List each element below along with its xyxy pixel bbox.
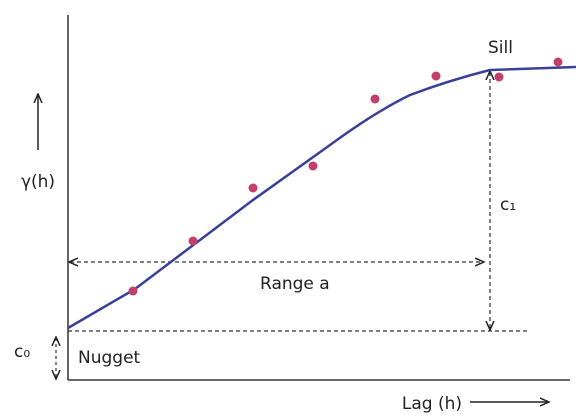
point xyxy=(188,236,198,246)
point xyxy=(370,94,380,104)
point xyxy=(248,183,258,193)
range-label: Range a xyxy=(260,274,330,294)
c1-label: c₁ xyxy=(500,195,516,215)
point xyxy=(128,286,138,296)
point xyxy=(308,161,318,171)
point xyxy=(494,72,504,82)
sample-points xyxy=(128,57,563,296)
y-axis-label: γ(h) xyxy=(21,172,55,192)
sill-label: Sill xyxy=(488,38,513,58)
point xyxy=(553,57,563,67)
c0-label: c₀ xyxy=(14,342,30,362)
nugget-label: Nugget xyxy=(78,348,141,368)
x-axis-label: Lag (h) xyxy=(402,394,462,414)
point xyxy=(431,71,441,81)
model-curve xyxy=(67,65,576,330)
